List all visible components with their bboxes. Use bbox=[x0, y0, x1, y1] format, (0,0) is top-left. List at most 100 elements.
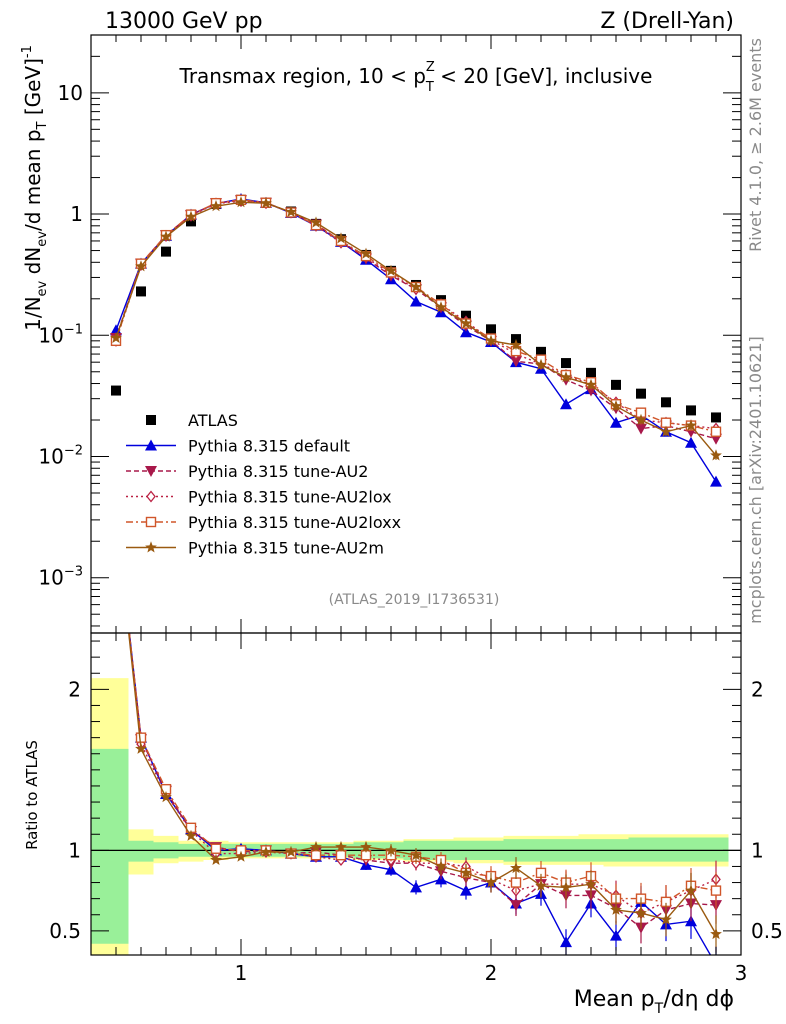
legend-marker bbox=[145, 466, 157, 477]
main-data-layer bbox=[110, 193, 722, 487]
legend: ATLAS Pythia 8.315 default Pythia 8.315 tu… bbox=[126, 411, 401, 558]
xlabel-1: Mean p bbox=[574, 987, 655, 1012]
ytick-label: 10−2 bbox=[38, 444, 83, 469]
data-point bbox=[460, 317, 472, 329]
ratio-ytick-label-right: 2 bbox=[751, 677, 764, 701]
ratio-point bbox=[112, 508, 121, 517]
ratio-point bbox=[110, 507, 122, 518]
ratio-point bbox=[510, 861, 522, 874]
ylabel-4: [GeV] bbox=[21, 58, 45, 121]
mcplots-label: mcplots.cern.ch [arXiv:2401.10621] bbox=[746, 336, 765, 624]
ratio-point bbox=[460, 884, 472, 896]
title-sub: T bbox=[425, 80, 434, 95]
ratio-ylabel: Ratio to ATLAS bbox=[23, 740, 41, 850]
data-point bbox=[385, 264, 397, 276]
ratio-point bbox=[335, 840, 347, 853]
ytick-mant: 10 bbox=[38, 323, 63, 347]
series-line bbox=[115, 200, 717, 430]
analysis-watermark: (ATLAS_2019_I1736531) bbox=[329, 592, 500, 608]
data-point bbox=[110, 324, 122, 336]
ratio-point bbox=[510, 900, 522, 912]
band-inner bbox=[91, 748, 729, 944]
ratio-series-1 bbox=[110, 507, 722, 944]
ylabel-sup: -1 bbox=[20, 45, 35, 58]
data-point bbox=[635, 413, 647, 425]
data-point bbox=[685, 436, 697, 448]
ytick-mant: 10 bbox=[38, 445, 63, 469]
data-point bbox=[510, 356, 522, 368]
main-title: Transmax region, 10 < pZ T < 20 [GeV], in… bbox=[179, 60, 653, 95]
data-point bbox=[610, 416, 622, 428]
ratio-point bbox=[210, 843, 222, 854]
title-part-a: Transmax region, 10 < p bbox=[179, 64, 426, 88]
ratio-point bbox=[110, 506, 122, 517]
xtick-label: 2 bbox=[485, 961, 498, 985]
legend-marker bbox=[145, 439, 157, 451]
data-point bbox=[560, 371, 572, 383]
ytick-label: 10−1 bbox=[38, 322, 83, 347]
data-point bbox=[161, 246, 171, 257]
main-ylabel: 1/Nev dNev/d mean pT [GeV]-1 bbox=[20, 45, 50, 331]
legend-label: Pythia 8.315 tune-AU2 bbox=[188, 462, 368, 481]
data-point bbox=[560, 398, 572, 410]
series-5 bbox=[110, 196, 722, 461]
xlabel-sub: T bbox=[654, 1001, 664, 1017]
data-point bbox=[410, 295, 422, 307]
ratio-ytick-label: 1 bbox=[68, 838, 81, 862]
ratio-point bbox=[560, 936, 572, 948]
data-point bbox=[185, 210, 197, 222]
data-point bbox=[586, 367, 596, 378]
xtick-label: 3 bbox=[735, 961, 748, 985]
ratio-point bbox=[385, 844, 397, 856]
ratio-point bbox=[310, 849, 322, 861]
legend-label: Pythia 8.315 default bbox=[188, 437, 350, 456]
ratio-point bbox=[310, 840, 322, 853]
ratio-plot-area: 2 2 1 1 0.5 0.5 1 2 3 bbox=[49, 506, 783, 985]
data-point bbox=[636, 388, 646, 399]
data-point bbox=[661, 397, 671, 408]
ylabel-sub-ev2: ev bbox=[35, 231, 50, 247]
series-4 bbox=[110, 194, 722, 437]
data-point bbox=[310, 216, 322, 228]
ratio-point bbox=[560, 881, 572, 893]
data-point bbox=[111, 385, 121, 396]
ytick-label: 10−3 bbox=[38, 565, 83, 590]
ratio-point bbox=[410, 881, 422, 893]
ytick-exp: −3 bbox=[64, 565, 83, 580]
legend-label: ATLAS bbox=[188, 411, 238, 430]
ratio-point bbox=[260, 845, 272, 857]
header-process: Z (Drell-Yan) bbox=[600, 9, 734, 34]
data-point bbox=[410, 280, 422, 293]
data-point bbox=[460, 326, 472, 338]
ratio-point bbox=[110, 506, 122, 517]
data-point bbox=[110, 331, 122, 343]
series-2 bbox=[110, 195, 722, 445]
data-point bbox=[711, 412, 721, 423]
ratio-point bbox=[485, 876, 497, 888]
data-point bbox=[510, 338, 522, 351]
data-point bbox=[710, 449, 722, 461]
ratio-point bbox=[285, 845, 297, 857]
header-collision: 13000 GeV pp bbox=[105, 9, 263, 34]
ratio-ytick-label: 0.5 bbox=[49, 919, 81, 943]
ytick-label: 1 bbox=[70, 202, 83, 226]
ratio-point bbox=[635, 906, 647, 919]
data-point bbox=[160, 230, 172, 242]
ratio-point bbox=[160, 791, 172, 803]
series-line bbox=[115, 199, 717, 433]
ratio-point bbox=[660, 913, 672, 925]
data-point bbox=[710, 426, 722, 437]
ratio-xlabel: Mean pT/dη dϕ bbox=[574, 987, 734, 1017]
ylabel-sub-ev1: ev bbox=[35, 280, 50, 296]
ratio-point bbox=[585, 878, 597, 890]
ratio-point bbox=[335, 849, 347, 861]
ytick-exp: −1 bbox=[64, 322, 83, 337]
ylabel-2: dN bbox=[21, 247, 45, 281]
series-3 bbox=[111, 195, 721, 435]
ratio-point bbox=[235, 850, 247, 862]
ytick-exp: −2 bbox=[64, 444, 83, 459]
data-point bbox=[585, 378, 597, 390]
